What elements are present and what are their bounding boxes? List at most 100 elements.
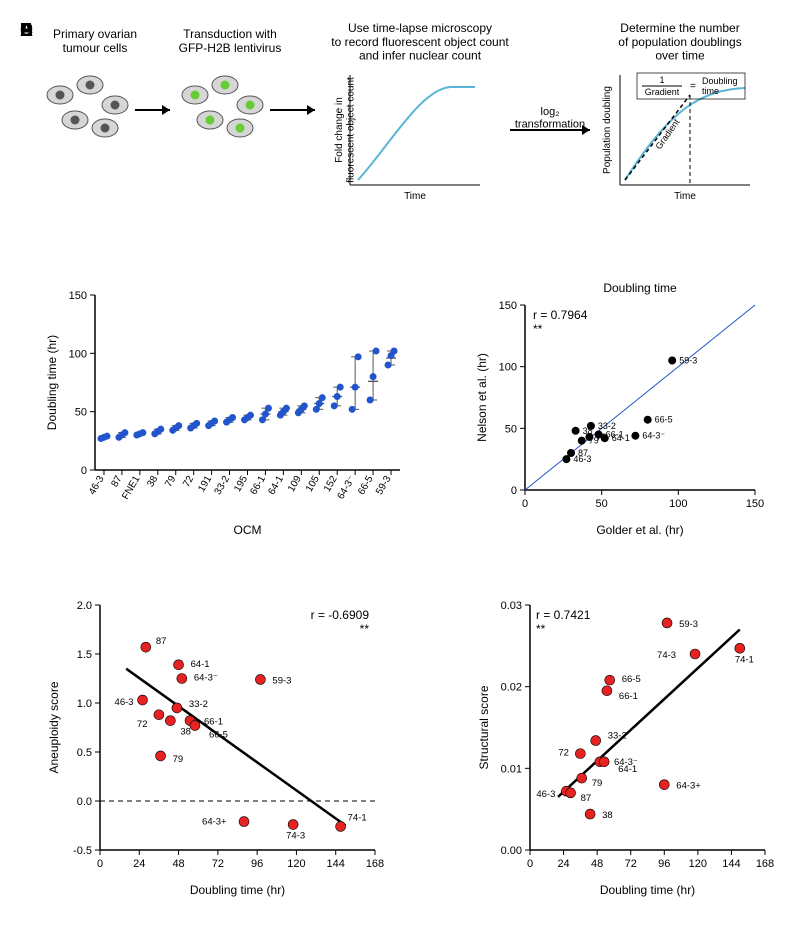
svg-text:74-3: 74-3 xyxy=(657,650,676,661)
svg-text:Doubling time (hr): Doubling time (hr) xyxy=(190,883,285,897)
panel-c-svg: Doubling time005050100100150150Nelson et… xyxy=(470,280,770,540)
svg-text:r = -0.6909: r = -0.6909 xyxy=(311,608,370,622)
svg-text:66-5: 66-5 xyxy=(209,730,228,741)
svg-text:1: 1 xyxy=(659,75,664,85)
svg-text:74-1: 74-1 xyxy=(348,812,367,823)
svg-text:74-1: 74-1 xyxy=(735,654,754,665)
svg-text:96: 96 xyxy=(658,858,670,870)
svg-text:time: time xyxy=(702,86,719,96)
svg-text:74-3: 74-3 xyxy=(286,831,305,842)
svg-text:Doubling time: Doubling time xyxy=(603,281,677,295)
svg-text:2.0: 2.0 xyxy=(77,600,92,612)
svg-text:0: 0 xyxy=(81,465,87,477)
svg-text:120: 120 xyxy=(689,858,707,870)
svg-text:Doubling: Doubling xyxy=(702,76,738,86)
svg-text:0.0: 0.0 xyxy=(77,796,92,808)
svg-text:FNE1: FNE1 xyxy=(120,474,143,502)
svg-text:64-3+: 64-3+ xyxy=(202,817,227,828)
svg-text:64-1: 64-1 xyxy=(612,433,630,443)
svg-text:64-3⁻: 64-3⁻ xyxy=(336,474,358,501)
svg-text:1.0: 1.0 xyxy=(77,698,92,710)
svg-text:50: 50 xyxy=(75,407,87,419)
panel-e-svg: 0.000.010.020.03024487296120144168Struct… xyxy=(470,590,780,900)
svg-text:72: 72 xyxy=(181,474,196,490)
svg-text:59-3: 59-3 xyxy=(272,675,291,686)
svg-text:48: 48 xyxy=(591,858,603,870)
svg-text:96: 96 xyxy=(251,858,263,870)
svg-text:OCM: OCM xyxy=(234,523,262,537)
svg-text:Fold change influorescent obje: Fold change influorescent object count xyxy=(334,77,357,183)
svg-text:38: 38 xyxy=(180,727,191,738)
svg-text:87: 87 xyxy=(109,474,124,490)
svg-text:150: 150 xyxy=(746,498,764,510)
svg-text:72: 72 xyxy=(625,858,637,870)
svg-text:87: 87 xyxy=(578,448,588,458)
svg-text:100: 100 xyxy=(499,362,517,374)
svg-text:120: 120 xyxy=(287,858,305,870)
svg-text:64-3+: 64-3+ xyxy=(676,781,701,792)
svg-text:64-3⁻: 64-3⁻ xyxy=(194,673,218,684)
figure-container: A Primary ovariantumour cellsTransductio… xyxy=(20,20,779,930)
panel-a-svg: Primary ovariantumour cells Transduction … xyxy=(20,20,779,240)
svg-text:Nelson et al. (hr): Nelson et al. (hr) xyxy=(475,353,489,442)
svg-text:191: 191 xyxy=(196,474,214,494)
panel-b-svg: 050100150Doubling time (hr)46-387FNE1387… xyxy=(40,280,410,540)
svg-text:66-5: 66-5 xyxy=(655,415,673,425)
svg-text:Transduction withGFP-H2B lenti: Transduction withGFP-H2B lentivirus xyxy=(179,27,282,55)
svg-text:195: 195 xyxy=(232,474,250,494)
svg-text:46-3: 46-3 xyxy=(87,474,107,497)
svg-text:64-1: 64-1 xyxy=(266,474,286,497)
svg-text:79: 79 xyxy=(592,778,603,789)
svg-text:0.03: 0.03 xyxy=(501,600,522,612)
svg-text:50: 50 xyxy=(596,498,608,510)
svg-text:0.01: 0.01 xyxy=(501,763,522,775)
svg-text:0: 0 xyxy=(522,498,528,510)
svg-text:Population doubling: Population doubling xyxy=(602,86,613,174)
svg-text:Primary ovariantumour cells: Primary ovariantumour cells xyxy=(53,27,137,55)
svg-text:**: ** xyxy=(533,322,543,336)
svg-text:87: 87 xyxy=(581,793,592,804)
svg-text:66-1: 66-1 xyxy=(204,717,223,728)
svg-text:109: 109 xyxy=(286,474,304,494)
svg-text:64-3⁻: 64-3⁻ xyxy=(642,431,665,441)
svg-text:38: 38 xyxy=(602,810,613,821)
svg-text:Gradient: Gradient xyxy=(645,87,680,97)
svg-text:105: 105 xyxy=(304,474,322,494)
svg-text:59-3: 59-3 xyxy=(679,619,698,630)
svg-text:79: 79 xyxy=(173,754,184,765)
svg-text:144: 144 xyxy=(327,858,345,870)
svg-text:150: 150 xyxy=(499,300,517,312)
svg-text:100: 100 xyxy=(669,498,687,510)
svg-text:87: 87 xyxy=(156,636,167,647)
svg-text:Time: Time xyxy=(674,191,696,202)
svg-text:0.00: 0.00 xyxy=(501,845,522,857)
svg-text:150: 150 xyxy=(69,290,87,302)
svg-text:152: 152 xyxy=(322,474,340,494)
svg-text:Determine the numberof populat: Determine the numberof population doubli… xyxy=(618,21,741,63)
svg-text:72: 72 xyxy=(212,858,224,870)
svg-text:0.02: 0.02 xyxy=(501,682,522,694)
svg-text:r = 0.7964: r = 0.7964 xyxy=(533,308,588,322)
svg-text:168: 168 xyxy=(756,858,774,870)
panel-d-svg: -0.50.00.51.01.52.0024487296120144168Ane… xyxy=(40,590,390,900)
svg-text:79: 79 xyxy=(163,474,178,490)
svg-text:0: 0 xyxy=(97,858,103,870)
svg-text:0: 0 xyxy=(527,858,533,870)
svg-text:64-1: 64-1 xyxy=(191,659,210,670)
svg-text:100: 100 xyxy=(69,348,87,360)
svg-text:48: 48 xyxy=(172,858,184,870)
svg-text:59-3: 59-3 xyxy=(374,474,394,497)
svg-text:66-5: 66-5 xyxy=(622,674,641,685)
svg-text:33-2: 33-2 xyxy=(213,474,233,497)
svg-text:24: 24 xyxy=(557,858,569,870)
svg-text:1.5: 1.5 xyxy=(77,649,92,661)
svg-text:72: 72 xyxy=(137,719,148,730)
svg-text:66-1: 66-1 xyxy=(249,474,269,497)
svg-text:Time: Time xyxy=(404,191,426,202)
svg-text:-0.5: -0.5 xyxy=(73,845,92,857)
svg-text:**: ** xyxy=(536,622,546,636)
svg-text:log₂transformation: log₂transformation xyxy=(515,106,585,131)
svg-text:r = 0.7421: r = 0.7421 xyxy=(536,608,591,622)
svg-text:46-3: 46-3 xyxy=(536,789,555,800)
svg-text:**: ** xyxy=(360,622,370,636)
